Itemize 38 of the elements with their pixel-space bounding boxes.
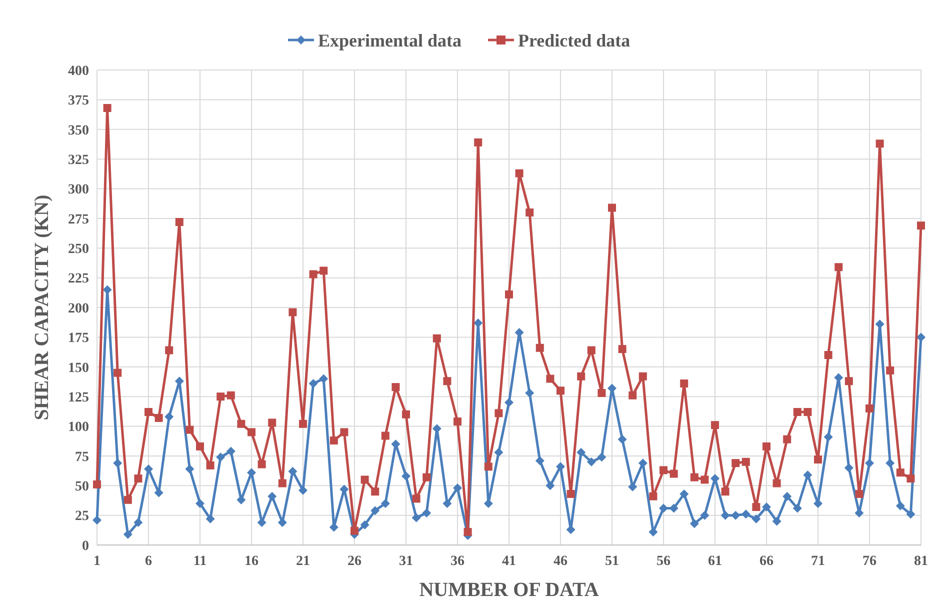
- x-tick-label: 11: [193, 554, 207, 569]
- x-tick-label: 61: [708, 554, 722, 569]
- x-tick-label: 36: [450, 554, 464, 569]
- y-tick-label: 375: [68, 94, 89, 109]
- x-tick-label: 26: [348, 554, 362, 569]
- x-tick-label: 46: [554, 554, 568, 569]
- y-tick-label: 175: [68, 331, 89, 346]
- legend-label: Predicted data: [518, 30, 630, 50]
- y-tick-label: 275: [68, 212, 89, 228]
- x-tick-label: 31: [399, 554, 413, 569]
- x-tick-label: 81: [914, 554, 928, 569]
- x-tick-label: 66: [760, 554, 774, 569]
- y-tick-label: 400: [68, 64, 89, 79]
- y-tick-label: 300: [68, 182, 89, 198]
- y-tick-label: 225: [68, 272, 89, 287]
- y-tick-label: 325: [68, 152, 89, 168]
- x-tick-label: 71: [811, 554, 825, 569]
- x-tick-label: 51: [605, 554, 619, 569]
- x-tick-label: 16: [244, 554, 258, 569]
- y-tick-label: 0: [82, 538, 89, 554]
- legend-label: Experimental data: [318, 30, 462, 50]
- x-axis-title: NUMBER OF DATA: [419, 579, 600, 601]
- y-tick-label: 25: [75, 509, 89, 524]
- y-tick-label: 150: [68, 360, 89, 376]
- x-tick-label: 56: [656, 554, 670, 569]
- x-tick-label: 21: [296, 554, 310, 569]
- x-tick-label: 76: [862, 554, 876, 569]
- y-tick-label: 250: [68, 242, 89, 258]
- y-tick-label: 75: [75, 450, 89, 465]
- x-tick-label: 1: [94, 554, 100, 569]
- y-tick-label: 125: [68, 390, 89, 406]
- y-tick-label: 100: [68, 420, 89, 436]
- y-tick-label: 50: [75, 480, 89, 495]
- y-tick-label: 350: [68, 123, 89, 138]
- y-axis-title: SHEAR CAPACITY (KN): [31, 194, 53, 420]
- y-tick-label: 200: [68, 301, 89, 316]
- x-tick-label: 6: [145, 554, 152, 569]
- x-tick-label: 41: [502, 554, 516, 569]
